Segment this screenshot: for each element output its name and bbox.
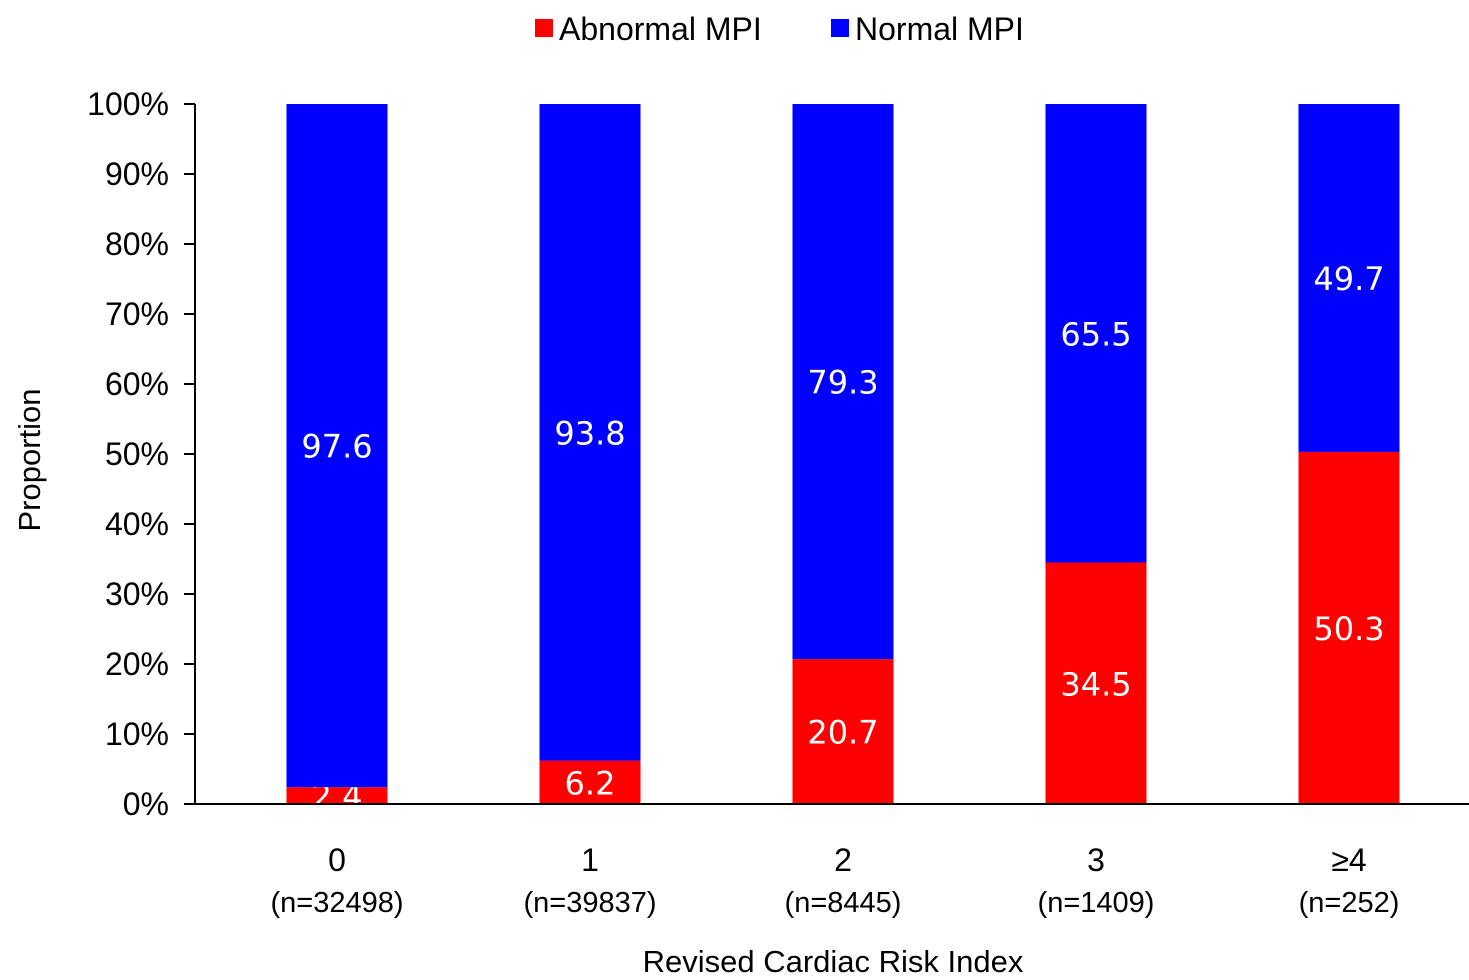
- y-tick-label: 40%: [105, 506, 169, 542]
- bar-normal: [1298, 104, 1400, 452]
- y-axis-title: Proportion: [12, 388, 47, 531]
- bar-normal: [286, 104, 388, 788]
- x-axis-title: Revised Cardiac Risk Index: [643, 944, 1024, 979]
- legend-label-normal: Normal MPI: [855, 11, 1024, 47]
- bar-abnormal: [1045, 562, 1147, 804]
- y-tick-label: 0%: [123, 786, 169, 822]
- data-label: 6.2: [565, 764, 616, 802]
- x-tick-count: (n=32498): [270, 887, 403, 919]
- bar-abnormal: [286, 787, 388, 804]
- bar-abnormal: [539, 760, 641, 804]
- data-label: 34.5: [1060, 665, 1131, 703]
- x-tick-count: (n=8445): [785, 887, 902, 919]
- data-label: 50.3: [1313, 610, 1384, 648]
- y-tick-label: 10%: [105, 716, 169, 752]
- x-tick-label: ≥4: [1331, 842, 1366, 878]
- legend-label-abnormal: Abnormal MPI: [559, 11, 762, 47]
- x-tick-label: 1: [581, 842, 599, 878]
- y-axis: 0% 10% 20% 30% 40% 50% 60% 70% 80% 90% 100%: [87, 86, 196, 822]
- y-tick-label: 50%: [105, 436, 169, 472]
- x-axis: 0 (n=32498) 1 (n=39837) 2 (n=8445) 3 (n=1409) ≥4…: [195, 803, 1469, 919]
- y-tick-label: 100%: [87, 86, 169, 122]
- bar-normal: [1045, 104, 1147, 563]
- legend-swatch-normal: [831, 19, 849, 37]
- data-label: 93.8: [554, 414, 625, 452]
- x-tick-label: 2: [834, 842, 852, 878]
- x-tick-count: (n=39837): [523, 887, 656, 919]
- x-tick-count: (n=1409): [1038, 887, 1155, 919]
- y-tick-label: 60%: [105, 366, 169, 402]
- data-label: 65.5: [1060, 315, 1131, 353]
- y-tick-label: 20%: [105, 646, 169, 682]
- y-tick-label: 70%: [105, 296, 169, 332]
- bars: 2.497.66.293.820.779.334.565.550.349.7: [286, 104, 1400, 816]
- bar-normal: [539, 104, 641, 761]
- bar-abnormal: [1298, 451, 1400, 804]
- y-tick-label: 80%: [105, 226, 169, 262]
- y-tick-label: 30%: [105, 576, 169, 612]
- x-tick-label: 0: [328, 842, 346, 878]
- bar-abnormal: [792, 659, 894, 804]
- x-tick-label: 3: [1087, 842, 1105, 878]
- data-label: 49.7: [1313, 260, 1384, 298]
- data-label: 79.3: [807, 364, 878, 402]
- data-label: 97.6: [301, 428, 372, 466]
- legend-swatch-abnormal: [535, 19, 553, 37]
- y-tick-label: 90%: [105, 156, 169, 192]
- legend: Abnormal MPI Normal MPI: [535, 11, 1024, 47]
- bar-normal: [792, 104, 894, 660]
- data-label: 20.7: [807, 714, 878, 752]
- x-tick-count: (n=252): [1299, 887, 1400, 919]
